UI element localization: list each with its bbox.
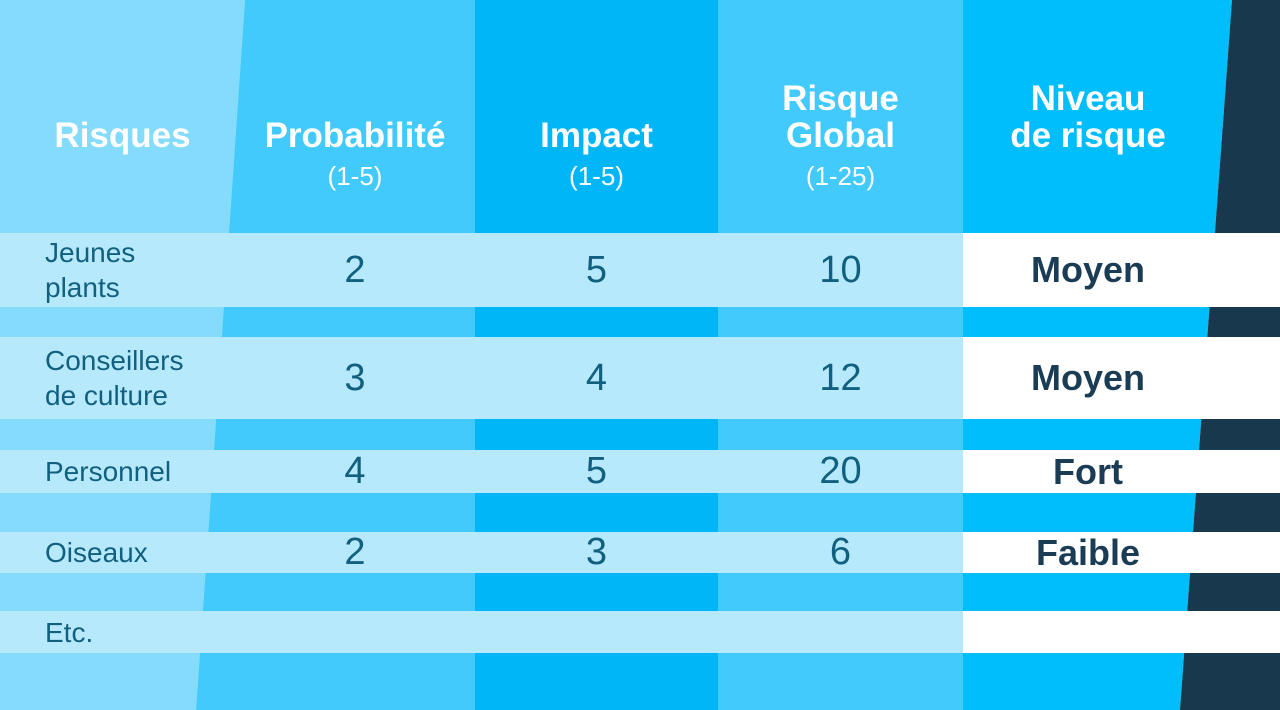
row-strip: [0, 532, 963, 573]
column-header-label: Global: [786, 116, 895, 155]
cell-risque-global: 6: [829, 531, 852, 573]
cell-probabilite: 3: [344, 356, 366, 399]
column-header-label: Probabilité: [264, 116, 446, 155]
column-header-niveau: Niveau de risque: [963, 80, 1213, 154]
column-header-probabilite: Probabilité: [240, 80, 470, 154]
cell-probabilite: 2: [344, 248, 366, 291]
cell-impact: 4: [585, 356, 608, 399]
cell-niveau: Fort: [1053, 450, 1123, 492]
column-header-risque-global: Risque Global: [718, 80, 963, 154]
cell-risque-global: 12: [819, 356, 862, 399]
column-header-label: Risques: [54, 116, 191, 155]
column-header-label: Risque: [782, 79, 899, 118]
cell-probabilite: 4: [344, 450, 366, 492]
cell-risque-global: 20: [819, 450, 862, 492]
row-strip: [0, 233, 963, 307]
level-cell: [963, 532, 1280, 573]
column-header-label: Impact: [540, 116, 653, 155]
row-label: Conseillers de culture: [45, 345, 184, 411]
cell-probabilite: [240, 611, 470, 653]
column-header-scale: (1-5): [327, 161, 383, 191]
cell-niveau: Faible: [1035, 531, 1141, 573]
column-header-impact: Impact: [475, 80, 718, 154]
cell-impact: 3: [585, 531, 608, 573]
column-header-label: Niveau: [1030, 79, 1146, 118]
cell-niveau: Moyen: [1030, 249, 1145, 290]
column-header-scale: (1-25): [805, 161, 876, 191]
row-strip: [0, 450, 963, 493]
level-cell: [963, 611, 1280, 653]
row-label: Jeunes plants: [45, 237, 136, 303]
row-strip: [0, 611, 963, 653]
row-strip: [0, 337, 963, 419]
cell-risque-global: [718, 611, 963, 653]
column-header-label: de risque: [1010, 116, 1166, 155]
row-label: Etc.: [45, 616, 94, 648]
cell-impact: 5: [585, 450, 608, 492]
row-label: Oiseaux: [45, 537, 148, 568]
cell-probabilite: 2: [344, 531, 366, 573]
level-cell: [963, 450, 1280, 493]
cell-risque-global: 10: [819, 248, 862, 291]
level-cell: [963, 233, 1280, 307]
row-label: Personnel: [45, 456, 172, 487]
cell-impact: [475, 611, 718, 653]
column-header-risques: Risques: [0, 80, 245, 154]
cell-impact: 5: [585, 248, 608, 291]
level-cell: [963, 337, 1280, 419]
cell-niveau: [963, 611, 1213, 653]
cell-niveau: Moyen: [1030, 357, 1145, 398]
column-header-scale: (1-5): [569, 161, 624, 191]
